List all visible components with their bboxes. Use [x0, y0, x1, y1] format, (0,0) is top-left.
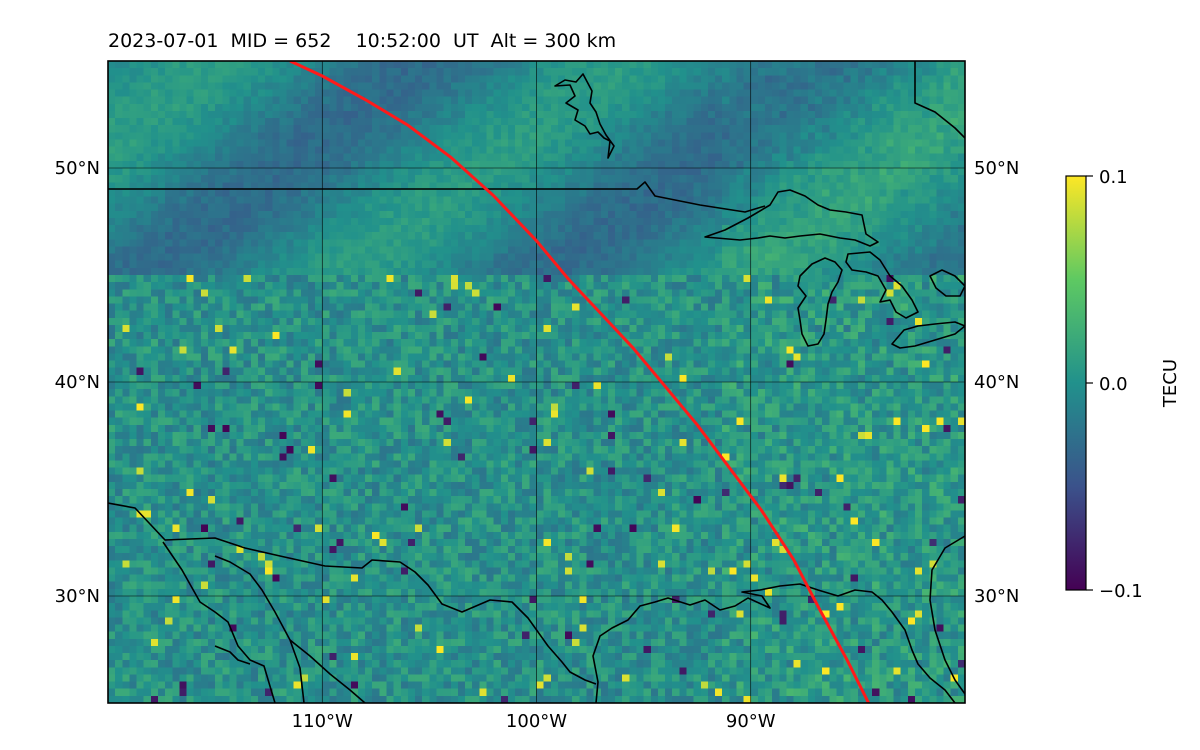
- gulf-coast: [592, 583, 956, 703]
- lat-tick-label-left: 50°N: [55, 158, 100, 179]
- terminator-line: [289, 61, 870, 703]
- title-alt: Alt = 300 km: [490, 30, 617, 52]
- title-date: 2023-07-01: [108, 30, 219, 52]
- colorbar-tick-label: 0.0: [1099, 374, 1128, 395]
- gulf-of-california-coast: [214, 555, 305, 703]
- axis-tick-labels: 30°N 30°N 40°N 40°N 50°N 50°N 110°W 100°W 90°W: [55, 158, 1020, 732]
- map-panel: 30°N 30°N 40°N 40°N 50°N 50°N 110°W 100°W 90°W: [55, 60, 1020, 732]
- lake-ontario: [929, 269, 965, 297]
- colorbar-label: TECU: [1160, 359, 1181, 408]
- lon-tick-label: 90°W: [726, 711, 776, 732]
- lat-tick-label-right: 30°N: [974, 586, 1019, 607]
- us-mexico-border: [108, 502, 597, 685]
- gridlines: [108, 61, 965, 703]
- hudson-bay-coast: [914, 61, 965, 139]
- terminator-track: [289, 61, 870, 703]
- map-frame: [107, 60, 966, 704]
- colorbar-tick-label: 0.1: [1099, 167, 1128, 188]
- lake-huron: [845, 251, 919, 319]
- colorbar-ticks: 0.1 0.0 −0.1: [1086, 167, 1143, 602]
- mexico-coast-west: [214, 639, 366, 703]
- lat-tick-label-right: 50°N: [974, 158, 1019, 179]
- colorbar-gradient: [1065, 175, 1087, 591]
- lat-tick-label-right: 40°N: [974, 372, 1019, 393]
- colorbar: 0.1 0.0 −0.1 TECU: [1065, 167, 1181, 602]
- lake-michigan: [797, 257, 843, 347]
- coastlines-and-borders: [108, 61, 965, 703]
- colorbar-tick-label: −0.1: [1099, 581, 1143, 602]
- lat-tick-label-left: 30°N: [55, 586, 100, 607]
- florida-atlantic-coast: [929, 535, 965, 695]
- title-time: 10:52:00 UT: [355, 30, 479, 52]
- lon-tick-label: 110°W: [292, 711, 353, 732]
- lat-tick-label-left: 40°N: [55, 372, 100, 393]
- map-title: 2023-07-01 MID = 652 10:52:00 UT Alt = 3…: [108, 30, 616, 52]
- lake-erie: [891, 321, 965, 349]
- lake-winnipeg: [554, 73, 615, 159]
- us-canada-border: [108, 181, 766, 213]
- lake-superior: [704, 189, 879, 247]
- title-mid: MID = 652: [230, 30, 332, 52]
- baja-california: [162, 541, 276, 703]
- lon-tick-label: 100°W: [506, 711, 567, 732]
